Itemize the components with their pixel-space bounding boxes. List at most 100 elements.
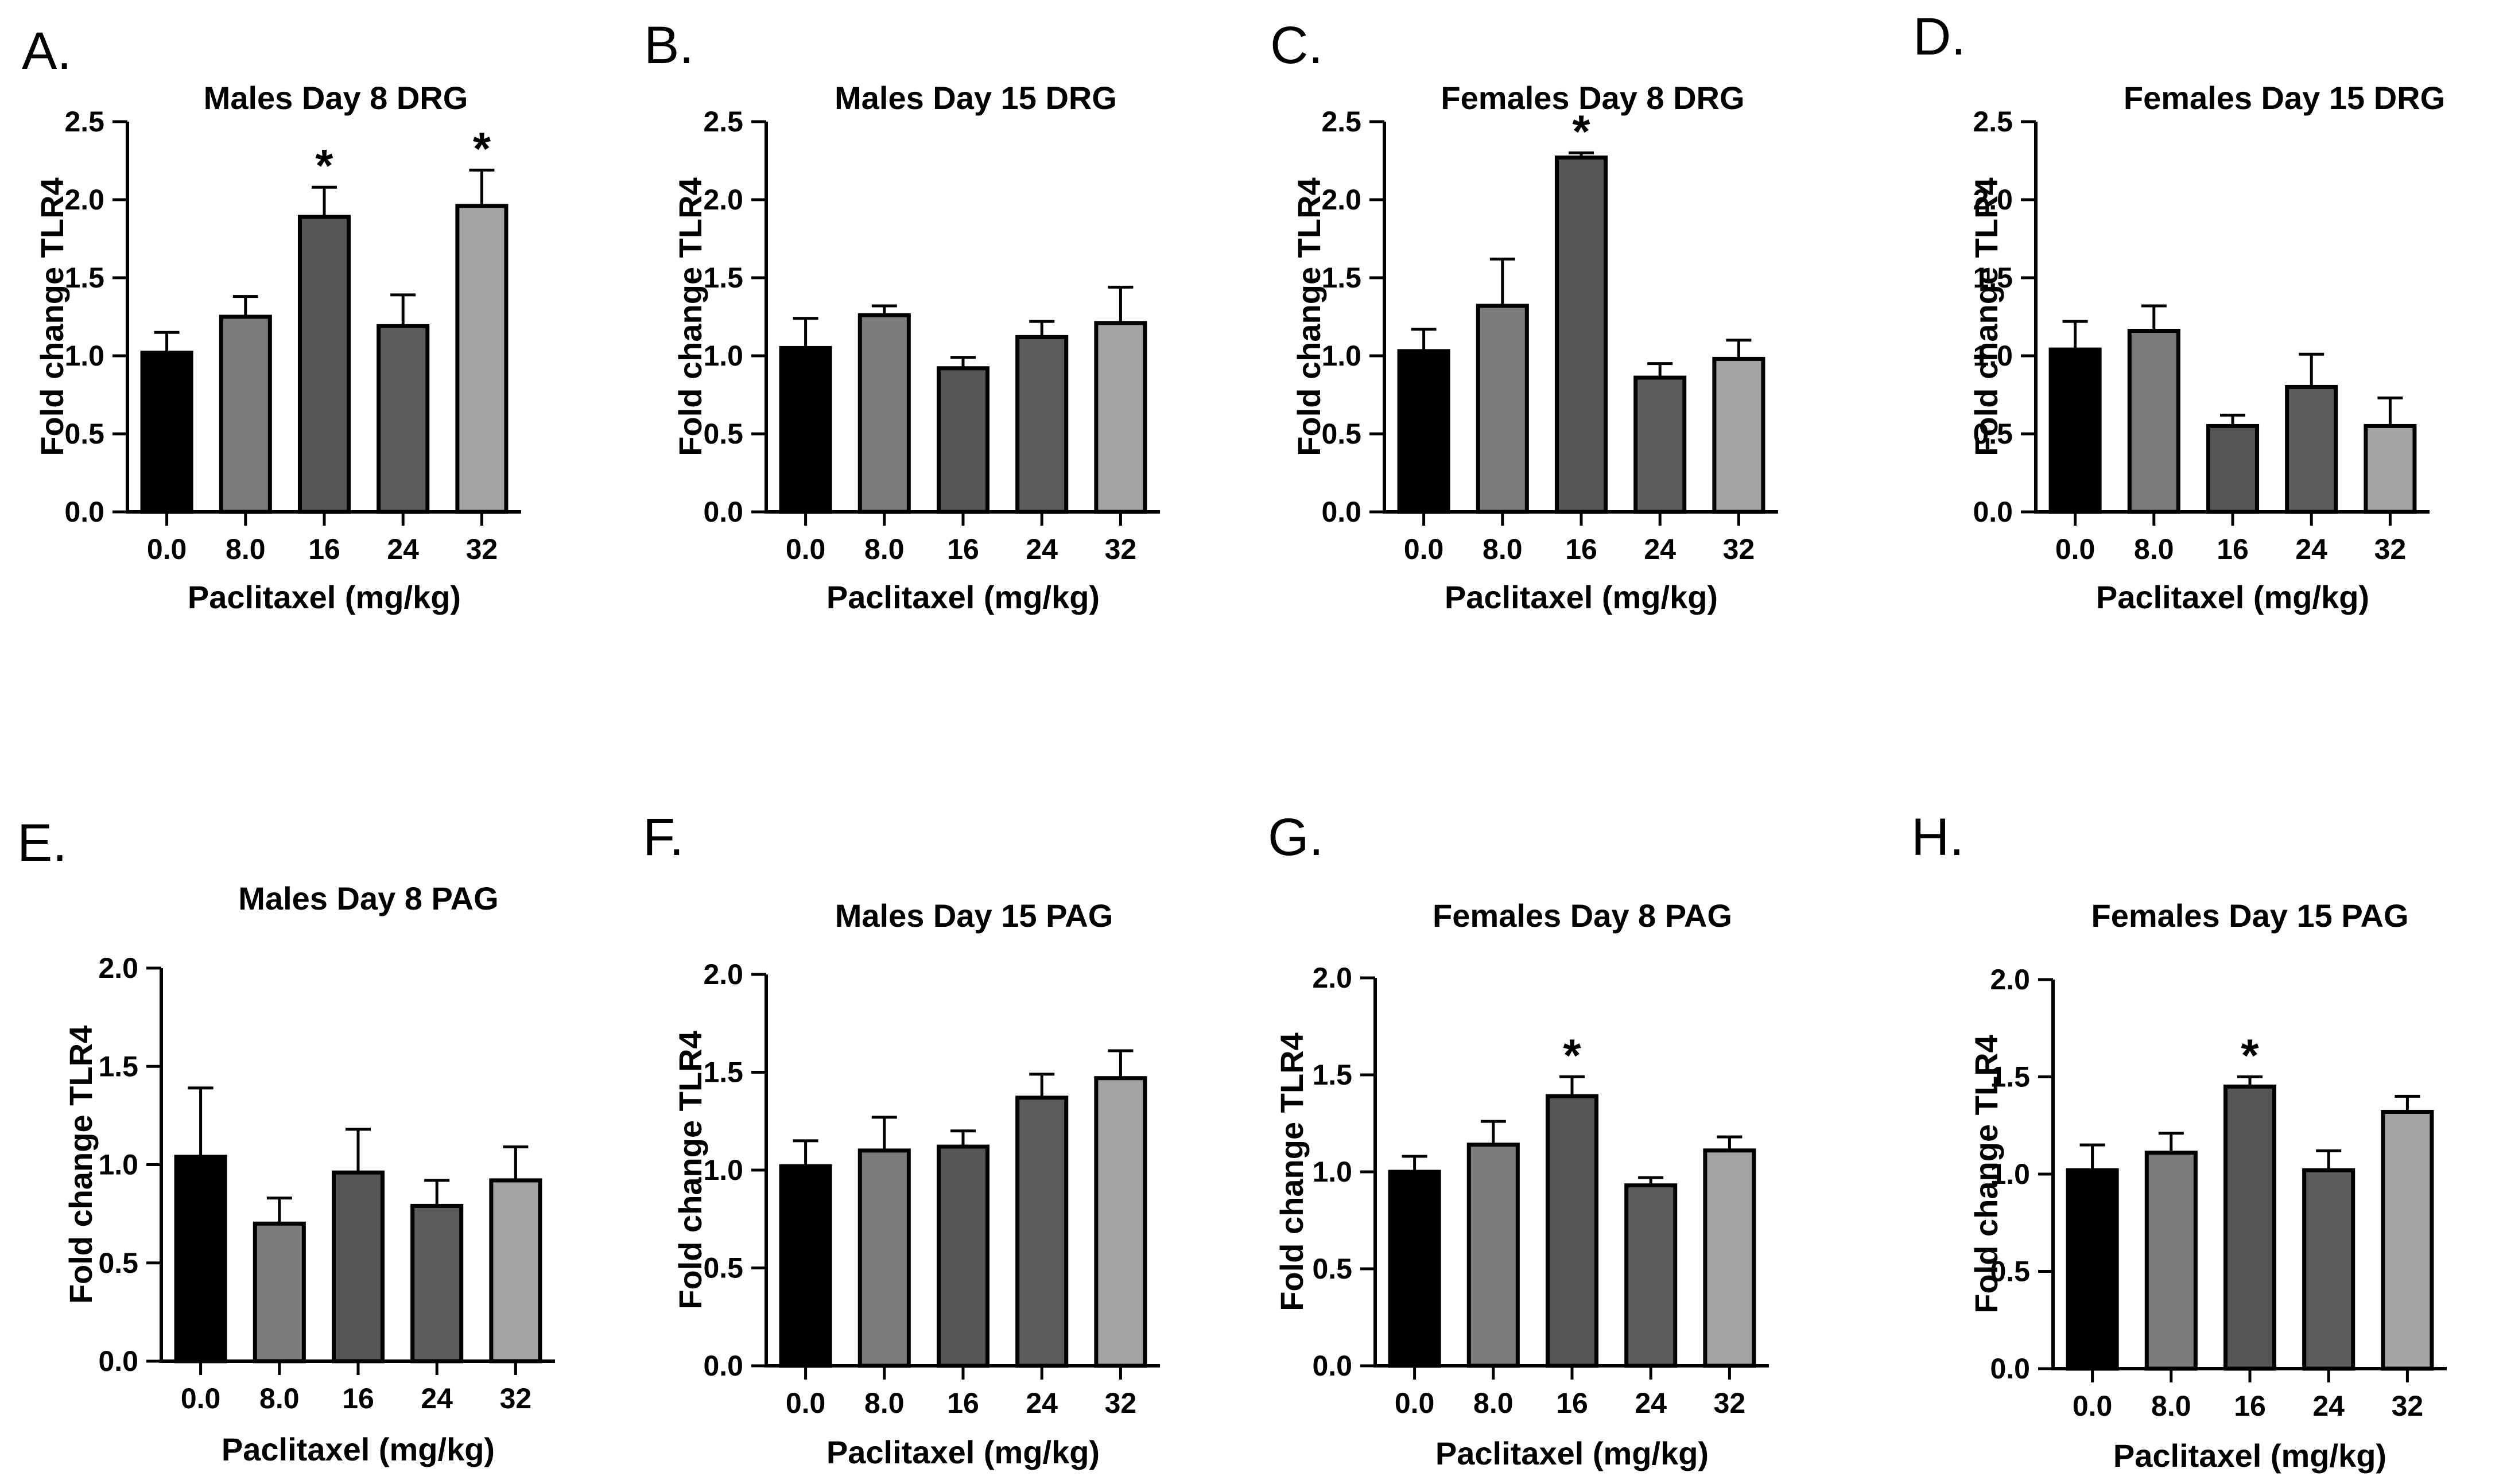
significance-star: * — [2241, 1030, 2259, 1081]
y-tick-label: 2.0 — [1321, 184, 1361, 216]
bar — [1545, 1094, 1599, 1368]
y-tick-label: 0.5 — [703, 1252, 743, 1284]
y-axis-label: Fold change TLR4 — [1274, 1032, 1310, 1311]
chart-panel-h: H. Females Day 15 PAG 0.0 0.5 1.0 1.5 2.0 Fold … — [1911, 808, 2447, 1474]
x-tick-label: 0.0 — [1404, 533, 1444, 565]
chart-panel-b: B. Males Day 15 DRG 0.0 0.5 1.0 1.5 2.0 2.5 Fold… — [644, 16, 1160, 615]
y-tick-label: 1.0 — [98, 1149, 138, 1181]
y-tick-label: 1.0 — [703, 340, 743, 372]
bar — [2364, 424, 2417, 514]
y-tick-label: 0.5 — [1973, 418, 2013, 450]
x-tick-label: 32 — [1105, 1387, 1137, 1419]
bar — [1015, 1095, 1069, 1368]
bar — [779, 1164, 832, 1368]
bar — [2048, 347, 2102, 514]
y-tick-label: 1.0 — [64, 340, 104, 372]
x-tick-label: 8.0 — [226, 533, 266, 565]
y-tick-label: 0.0 — [1973, 496, 2013, 528]
y-tick-label: 0.0 — [703, 496, 743, 528]
x-tick-label: 32 — [500, 1382, 532, 1415]
bar — [1466, 1143, 1520, 1368]
y-tick-label: 2.0 — [703, 958, 743, 990]
significance-star: * — [473, 123, 491, 174]
x-tick-label: 0.0 — [786, 533, 826, 565]
y-tick-label: 1.5 — [1312, 1059, 1352, 1091]
bar — [1015, 335, 1069, 514]
bar — [857, 313, 911, 514]
y-tick-label: 2.5 — [703, 106, 743, 138]
chart-title: Females Day 8 PAG — [1433, 898, 1732, 934]
x-tick-label: 32 — [1714, 1387, 1746, 1419]
bar — [857, 1148, 911, 1368]
x-tick-label: 8.0 — [259, 1382, 300, 1415]
bar — [1397, 349, 1450, 514]
chart-panel-e: E. Males Day 8 PAG 0.0 0.5 1.0 1.5 2.0 Fold cha… — [17, 814, 555, 1467]
y-tick-label: 1.0 — [1973, 340, 2013, 372]
x-tick-label: 8.0 — [1473, 1387, 1514, 1419]
panel-letter: H. — [1911, 808, 1964, 867]
chart-title: Females Day 15 PAG — [2091, 898, 2408, 934]
bar — [936, 366, 990, 514]
bar — [2066, 1168, 2119, 1371]
x-tick-label: 8.0 — [2134, 533, 2174, 565]
bar — [779, 345, 832, 514]
bar — [1554, 156, 1608, 514]
chart-panel-d: D. Females Day 15 DRG 0.0 0.5 1.0 1.5 2.0 2.5 Fo… — [1913, 7, 2445, 615]
y-axis-label: Fold change TLR4 — [1291, 177, 1327, 456]
panel-letter: F. — [643, 808, 684, 867]
significance-star: * — [315, 140, 333, 191]
y-axis-label: Fold change TLR4 — [34, 177, 70, 456]
chart-panel-g: G. Females Day 8 PAG 0.0 0.5 1.0 1.5 2.0 Fold c… — [1268, 808, 1769, 1471]
bar — [377, 324, 430, 514]
bar — [140, 351, 193, 514]
bar — [1476, 304, 1529, 514]
x-tick-label: 16 — [342, 1382, 374, 1415]
x-tick-label: 16 — [1556, 1387, 1588, 1419]
x-tick-label: 16 — [1565, 533, 1597, 565]
x-tick-label: 32 — [2392, 1390, 2424, 1422]
panel-letter: A. — [22, 22, 72, 80]
bar — [1703, 1148, 1756, 1368]
y-tick-label: 0.5 — [64, 418, 104, 450]
x-axis-label: Paclitaxel (mg/kg) — [1445, 579, 1718, 615]
bar — [1094, 1076, 1147, 1368]
x-tick-label: 24 — [421, 1382, 453, 1415]
chart-title: Males Day 8 PAG — [238, 880, 498, 916]
x-tick-label: 16 — [947, 1387, 979, 1419]
chart-title: Males Day 8 DRG — [204, 80, 468, 116]
y-tick-label: 0.0 — [703, 1350, 743, 1382]
y-axis-label: Fold change TLR4 — [1968, 177, 2004, 456]
y-tick-label: 2.0 — [64, 184, 104, 216]
x-tick-label: 24 — [1026, 533, 1058, 565]
y-tick-label: 2.5 — [64, 106, 104, 138]
x-tick-label: 8.0 — [864, 1387, 905, 1419]
bar — [1712, 356, 1765, 514]
y-axis-label: Fold change TLR4 — [63, 1025, 99, 1304]
bar — [1624, 1183, 1678, 1368]
bar — [1388, 1170, 1441, 1368]
y-tick-label: 2.0 — [1990, 964, 2030, 996]
x-tick-label: 24 — [1026, 1387, 1058, 1419]
x-axis-label: Paclitaxel (mg/kg) — [222, 1431, 495, 1467]
bar — [936, 1144, 990, 1368]
y-tick-label: 1.5 — [703, 262, 743, 294]
bar — [410, 1203, 464, 1363]
y-axis-label: Fold change TLR4 — [1968, 1035, 2004, 1313]
x-tick-label: 0.0 — [147, 533, 187, 565]
bar — [2285, 384, 2338, 514]
x-tick-label: 32 — [1105, 533, 1137, 565]
x-axis-label: Paclitaxel (mg/kg) — [2113, 1438, 2386, 1474]
y-tick-label: 0.5 — [1990, 1256, 2030, 1288]
bar — [253, 1221, 306, 1363]
x-axis-label: Paclitaxel (mg/kg) — [826, 1434, 1100, 1470]
y-tick-label: 2.0 — [703, 184, 743, 216]
y-tick-label: 1.5 — [64, 262, 104, 294]
bar — [297, 215, 351, 514]
x-tick-label: 32 — [2374, 533, 2407, 565]
significance-star: * — [1572, 106, 1590, 157]
x-axis-label: Paclitaxel (mg/kg) — [188, 579, 461, 615]
y-tick-label: 2.5 — [1321, 106, 1361, 138]
y-tick-label: 2.5 — [1973, 106, 2013, 138]
x-tick-label: 24 — [387, 533, 419, 565]
y-tick-label: 2.0 — [1312, 962, 1352, 994]
